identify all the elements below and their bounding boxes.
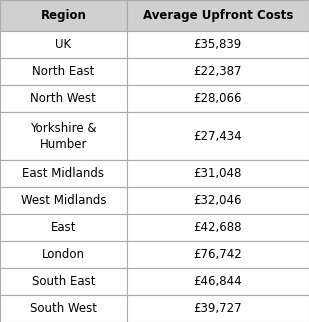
Text: £35,839: £35,839 (194, 38, 242, 51)
Text: £22,387: £22,387 (194, 65, 242, 78)
Text: Region: Region (40, 9, 86, 22)
Bar (0, 58, 127, 85)
Bar (127, 58, 309, 85)
Text: West Midlands: West Midlands (21, 194, 106, 207)
Text: £42,688: £42,688 (194, 221, 242, 234)
Text: South East: South East (32, 275, 95, 288)
Text: East Midlands: East Midlands (22, 167, 104, 180)
Bar (0, 160, 127, 187)
Bar (0, 187, 127, 214)
Text: North East: North East (32, 65, 95, 78)
Bar (0, 0, 127, 31)
Bar (127, 31, 309, 58)
Bar (127, 0, 309, 31)
Text: £32,046: £32,046 (194, 194, 242, 207)
Bar (127, 187, 309, 214)
Text: £31,048: £31,048 (194, 167, 242, 180)
Bar (127, 160, 309, 187)
Bar (127, 214, 309, 241)
Bar (0, 268, 127, 295)
Bar (0, 241, 127, 268)
Bar (0, 31, 127, 58)
Bar (0, 214, 127, 241)
Text: UK: UK (55, 38, 71, 51)
Bar (127, 295, 309, 322)
Bar (127, 268, 309, 295)
Text: Yorkshire &
Humber: Yorkshire & Humber (30, 122, 97, 151)
Bar (0, 85, 127, 112)
Bar (127, 85, 309, 112)
Bar (0, 112, 127, 160)
Text: East: East (51, 221, 76, 234)
Text: £76,742: £76,742 (193, 248, 242, 261)
Text: Average Upfront Costs: Average Upfront Costs (143, 9, 293, 22)
Text: £39,727: £39,727 (193, 302, 242, 315)
Text: London: London (42, 248, 85, 261)
Bar (0, 295, 127, 322)
Text: £27,434: £27,434 (193, 129, 242, 143)
Bar (127, 112, 309, 160)
Bar (127, 241, 309, 268)
Text: £46,844: £46,844 (193, 275, 242, 288)
Text: South West: South West (30, 302, 97, 315)
Text: £28,066: £28,066 (194, 92, 242, 105)
Text: North West: North West (30, 92, 96, 105)
